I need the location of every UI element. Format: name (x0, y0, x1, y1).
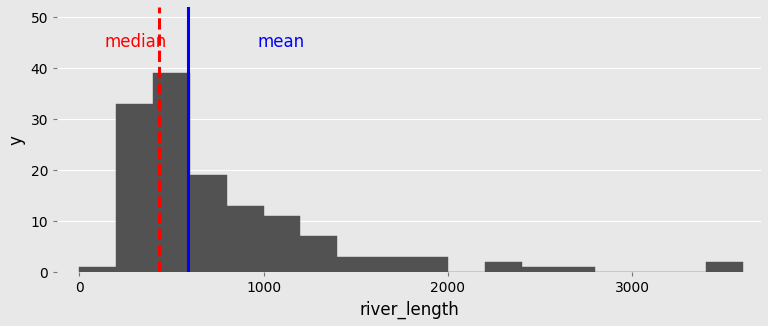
Y-axis label: y: y (7, 135, 25, 144)
Bar (79, 267, 116, 272)
Text: median: median (104, 34, 166, 52)
Bar (558, 267, 595, 272)
Bar (485, 262, 521, 272)
Bar (521, 267, 558, 272)
Bar (300, 236, 337, 272)
Bar (227, 206, 263, 272)
Bar (190, 175, 227, 272)
Bar (263, 216, 300, 272)
Text: mean: mean (258, 34, 305, 52)
Bar (706, 262, 743, 272)
Bar (374, 257, 411, 272)
Bar (116, 104, 153, 272)
X-axis label: river_length: river_length (359, 301, 459, 319)
Bar (337, 257, 374, 272)
Bar (153, 73, 190, 272)
Bar (411, 257, 448, 272)
